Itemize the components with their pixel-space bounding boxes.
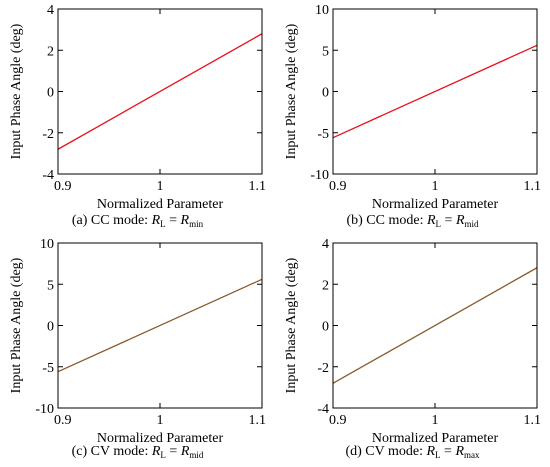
y-tick-label: -2 [42, 127, 54, 142]
series-line [57, 33, 263, 150]
x-tick-label: 1 [432, 179, 439, 194]
caption-lhs-sub: L [160, 219, 166, 229]
y-tick-label: -10 [310, 168, 329, 183]
y-tick-label: 4 [47, 3, 54, 18]
y-tick-label: 2 [322, 278, 329, 293]
y-tick-label: 0 [47, 320, 54, 335]
y-tick-label: -5 [42, 361, 54, 376]
x-tick-label: 0.9 [329, 413, 347, 428]
series-line [332, 267, 538, 384]
chart-b-svg: 0.9 1 1.1 -10 -5 0 5 10 Normalized Parameter Inpu… [284, 3, 542, 212]
y-tick-label: 2 [47, 44, 54, 59]
chart-d-caption: (d) CV mode: RL = Rmax [275, 444, 550, 460]
series-line [57, 278, 263, 373]
chart-panel-a: 0.9 1 1.1 -4 -2 0 2 4 Normalized Parameter Input … [0, 0, 275, 233]
x-tick-label: 0.9 [329, 179, 347, 194]
caption-lhs-sub: L [435, 450, 441, 460]
chart-d-svg: 0.9 1 1.1 -4 -2 0 2 4 Normalized Parameter Input … [284, 237, 542, 446]
caption-rhs: R [455, 213, 465, 228]
caption-lhs-sub: L [160, 450, 166, 460]
caption-lhs: R [151, 444, 161, 459]
caption-lhs: R [426, 444, 436, 459]
caption-rhs: R [180, 213, 190, 228]
y-tick-label: -2 [317, 361, 329, 376]
x-tick-label: 1.1 [524, 413, 542, 428]
caption-lhs: R [426, 213, 436, 228]
x-tick-label: 1 [157, 179, 164, 194]
caption-rhs: R [455, 444, 465, 459]
x-axis-label: Normalized Parameter [372, 197, 499, 212]
y-tick-label: 10 [315, 3, 329, 18]
y-axis-label: Input Phase Angle (deg) [284, 257, 299, 393]
chart-c-caption: (c) CV mode: RL = Rmid [0, 444, 275, 460]
chart-panel-d: 0.9 1 1.1 -4 -2 0 2 4 Normalized Parameter Input … [275, 234, 550, 467]
x-axis-label: Normalized Parameter [372, 431, 499, 446]
y-tick-label: 5 [322, 44, 329, 59]
x-tick-label: 0.9 [54, 413, 72, 428]
x-tick-label: 1.1 [524, 179, 542, 194]
y-tick-label: -4 [42, 168, 54, 183]
y-tick-label: 4 [322, 237, 329, 252]
chart-panel-b: 0.9 1 1.1 -10 -5 0 5 10 Normalized Parameter Inpu… [275, 0, 550, 233]
chart-c-svg: 0.9 1 1.1 -10 -5 0 5 10 Normalized Parameter Inpu… [9, 237, 267, 446]
y-tick-label: 0 [322, 320, 329, 335]
caption-prefix: (a) CC mode: [71, 213, 152, 228]
x-tick-label: 1 [432, 413, 439, 428]
caption-rhs-sub: min [189, 219, 204, 229]
caption-rhs-sub: mid [189, 450, 204, 460]
caption-eq: = [441, 213, 456, 228]
caption-rhs: R [180, 444, 190, 459]
y-axis-label: Input Phase Angle (deg) [284, 23, 299, 159]
y-tick-label: 0 [322, 86, 329, 101]
caption-eq: = [165, 444, 181, 459]
chart-b-caption: (b) CC mode: RL = Rmid [275, 213, 550, 229]
y-axis-label: Input Phase Angle (deg) [9, 257, 24, 393]
caption-eq: = [165, 213, 181, 228]
series-line [332, 44, 538, 139]
x-axis-label: Normalized Parameter [97, 431, 224, 446]
chart-a-svg: 0.9 1 1.1 -4 -2 0 2 4 Normalized Parameter Input … [9, 3, 267, 212]
caption-lhs: R [151, 213, 161, 228]
y-tick-label: 5 [47, 278, 54, 293]
caption-lhs-sub: L [435, 219, 442, 229]
y-tick-label: 0 [47, 86, 54, 101]
chart-a-caption: (a) CC mode: RL = Rmin [0, 213, 275, 229]
y-tick-label: -10 [35, 402, 54, 417]
x-tick-label: 1.1 [249, 413, 267, 428]
y-tick-label: -4 [317, 402, 329, 417]
y-tick-label: 10 [40, 237, 54, 252]
x-tick-label: 1 [157, 413, 164, 428]
x-tick-label: 0.9 [54, 179, 72, 194]
chart-panel-c: 0.9 1 1.1 -10 -5 0 5 10 Normalized Parameter Inpu… [0, 234, 275, 467]
caption-rhs-sub: max [464, 450, 480, 460]
x-tick-label: 1.1 [249, 179, 267, 194]
y-axis-label: Input Phase Angle (deg) [9, 23, 24, 159]
y-tick-label: -5 [317, 127, 329, 142]
caption-prefix: (b) CC mode: [346, 213, 427, 228]
x-axis-label: Normalized Parameter [97, 197, 224, 212]
caption-prefix: (c) CV mode: [71, 444, 152, 459]
caption-rhs-sub: mid [464, 219, 479, 229]
caption-eq: = [440, 444, 456, 459]
caption-prefix: (d) CV mode: [345, 444, 427, 459]
